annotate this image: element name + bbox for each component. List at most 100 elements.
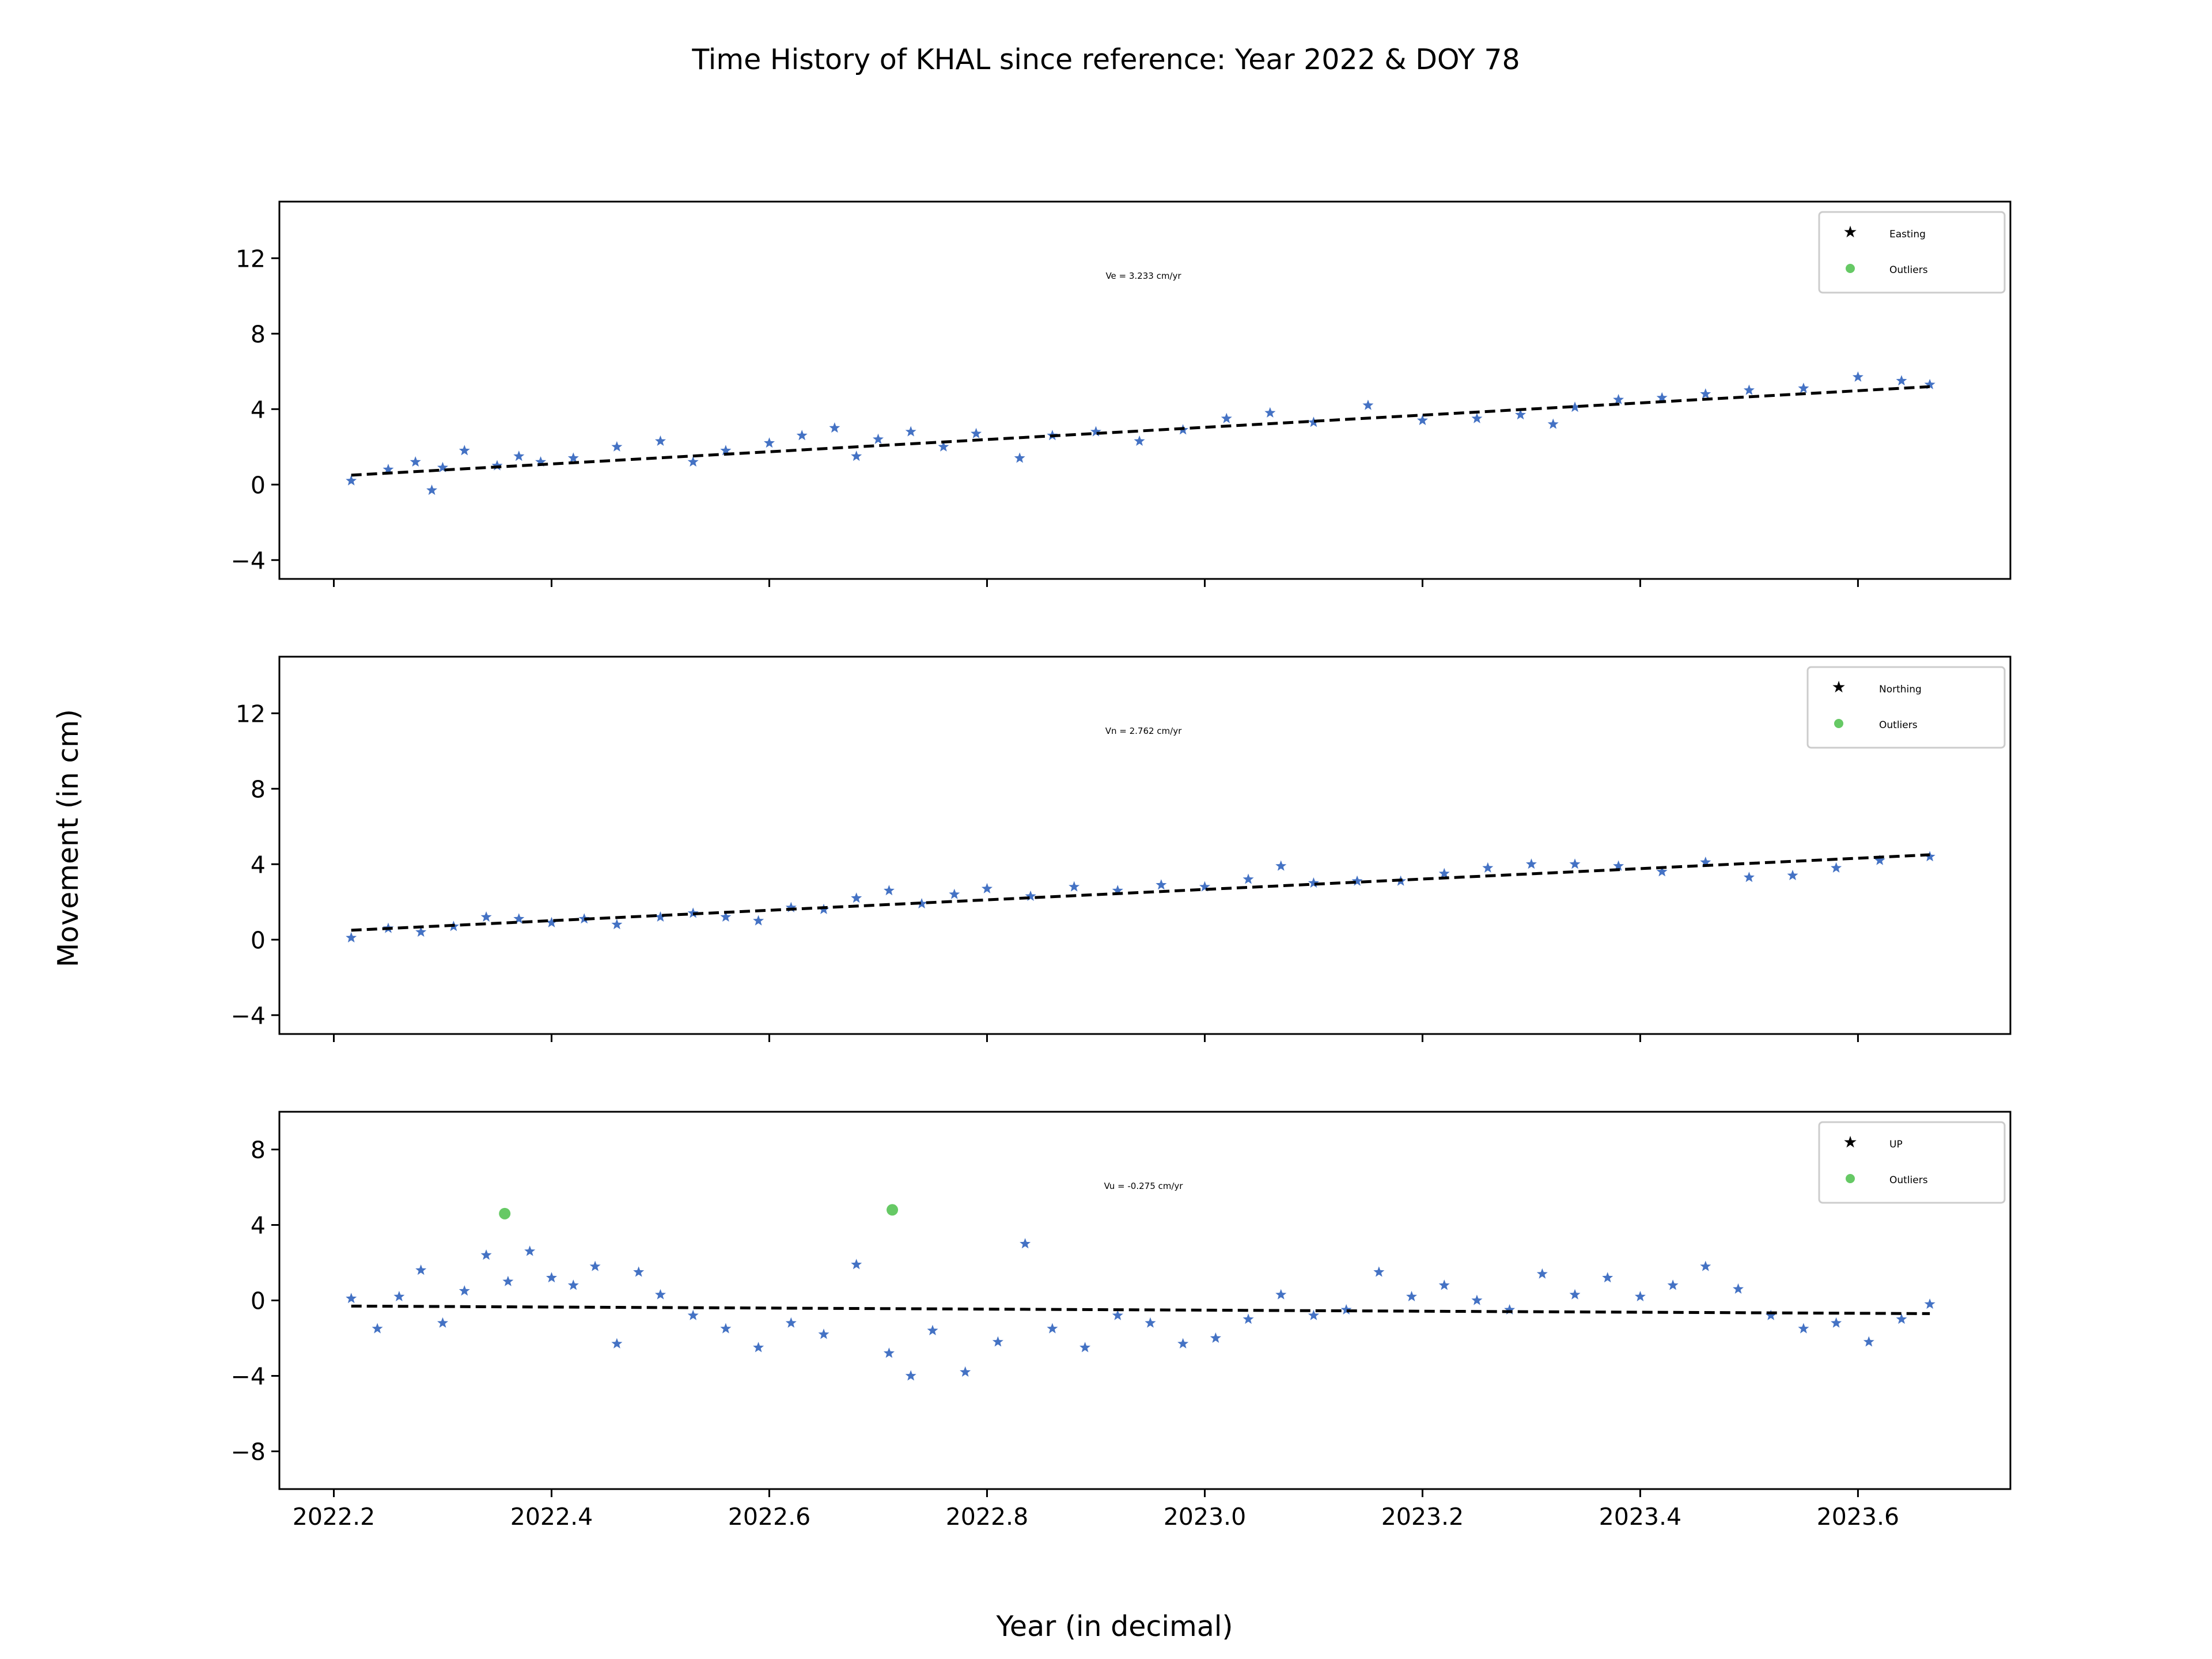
data-point [426, 484, 438, 495]
data-point [480, 1249, 492, 1260]
data-point [1896, 375, 1907, 386]
legend-northing: ★ Northing Outliers [1806, 666, 2006, 749]
axes-frame [278, 656, 2012, 1035]
data-point [753, 915, 764, 926]
data-point [851, 1259, 862, 1270]
data-point [1504, 1304, 1516, 1315]
y-tick-label: 0 [251, 926, 266, 954]
data-point [567, 452, 579, 463]
data-point [992, 1336, 1003, 1347]
legend-frame [1818, 1121, 2006, 1204]
data-point [1080, 1342, 1091, 1353]
data-point [1145, 1317, 1156, 1328]
legend-label-outliers: Outliers [1879, 719, 1918, 731]
data-point [1656, 392, 1668, 403]
data-point [916, 898, 927, 909]
data-point [611, 919, 623, 930]
data-point [938, 441, 949, 452]
data-point [1275, 1289, 1287, 1300]
data-point [1438, 868, 1450, 878]
data-point [1613, 860, 1624, 871]
data-point [346, 475, 357, 486]
y-tick-label: 0 [251, 471, 266, 499]
data-point [785, 1317, 797, 1328]
data-point [1221, 412, 1232, 423]
data-point [851, 892, 862, 903]
data-point [1896, 1313, 1907, 1324]
data-point [1134, 435, 1145, 446]
y-tick-label: 4 [251, 396, 266, 423]
data-point [1536, 1268, 1548, 1279]
data-point [687, 456, 699, 467]
data-point [1602, 1272, 1613, 1283]
data-point [633, 1266, 645, 1277]
data-point [1340, 1304, 1352, 1315]
data-point [1047, 1323, 1058, 1334]
data-point [491, 460, 503, 471]
x-tick-label: 2023.2 [1381, 1503, 1464, 1531]
data-point [1112, 1309, 1123, 1320]
data-point [1025, 890, 1036, 901]
outlier-point [499, 1207, 511, 1219]
legend-frame [1818, 211, 2006, 294]
data-point [1787, 869, 1798, 880]
legend-label-outliers: Outliers [1889, 1175, 1928, 1186]
y-axis-label: Movement (in cm) [52, 709, 85, 967]
data-point [546, 916, 557, 927]
velocity-text-northing: Vn = 2.762 cm/yr [1105, 726, 1182, 736]
data-point [1743, 384, 1755, 395]
data-point [410, 456, 421, 467]
data-point [720, 445, 732, 456]
data-point [655, 911, 666, 922]
data-point [655, 435, 666, 446]
data-point [393, 1290, 405, 1301]
y-tick-label: 8 [251, 775, 266, 803]
legend-marker-outliers [1834, 719, 1843, 728]
data-point [883, 1347, 895, 1358]
trend-line [351, 1304, 1930, 1315]
x-tick-label: 2022.6 [728, 1503, 810, 1531]
data-point [1090, 426, 1101, 437]
data-point [1243, 1313, 1254, 1324]
data-point [589, 1260, 601, 1271]
data-point [1243, 873, 1254, 884]
y-tick-label: 8 [251, 320, 266, 348]
legend-label-series-easting: Easting [1889, 229, 1926, 240]
data-point [720, 1323, 732, 1334]
data-point [346, 932, 357, 943]
x-tick-label: 2022.4 [510, 1503, 593, 1531]
data-point [1700, 388, 1711, 399]
data-point [1743, 872, 1755, 882]
data-point [502, 1275, 514, 1286]
data-point [346, 1293, 357, 1304]
data-point [567, 1279, 579, 1290]
data-point [829, 422, 840, 433]
figure-title: Time History of KHAL since reference: Ye… [691, 43, 1520, 76]
legend-marker-outliers [1846, 264, 1855, 273]
data-point [960, 1366, 971, 1377]
data-point [949, 888, 960, 899]
data-point [1112, 885, 1123, 896]
legend-marker-series-up: ★ [1843, 1132, 1857, 1152]
legend-marker-outliers [1846, 1174, 1855, 1183]
legend-label-outliers: Outliers [1889, 264, 1928, 276]
data-point [1765, 1309, 1777, 1320]
data-point [1069, 881, 1080, 892]
data-point [1569, 1289, 1581, 1300]
data-point [480, 911, 492, 922]
data-point [1482, 862, 1494, 873]
data-point [764, 437, 775, 448]
data-point [535, 456, 547, 467]
data-point [459, 1285, 470, 1296]
data-point [459, 445, 470, 456]
data-point [1438, 1279, 1450, 1290]
legend-easting: ★ Easting Outliers [1818, 211, 2006, 294]
data-point [415, 926, 427, 937]
x-tick-label: 2023.6 [1817, 1503, 1899, 1531]
data-point [1210, 1332, 1221, 1343]
data-point [655, 1289, 666, 1300]
y-tick-label: 12 [236, 245, 266, 272]
data-point [1924, 378, 1936, 389]
data-point [1471, 1294, 1483, 1305]
y-tick-label: −4 [231, 1002, 266, 1029]
